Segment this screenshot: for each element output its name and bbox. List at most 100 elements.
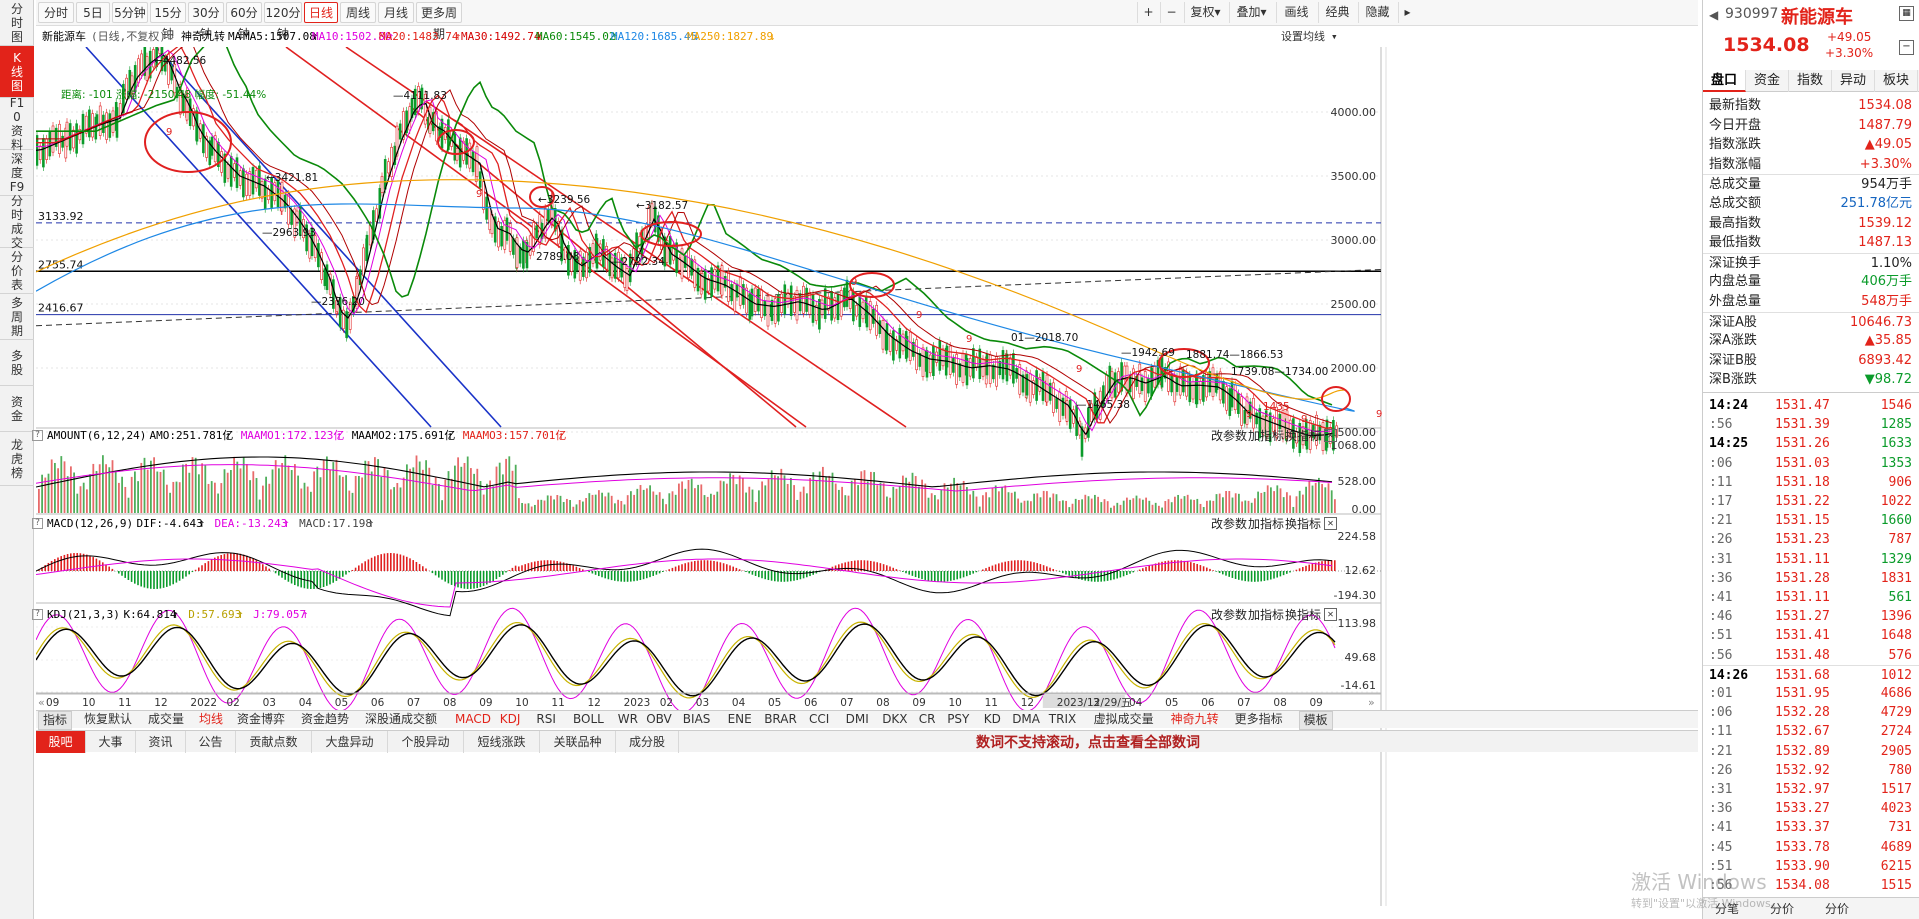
indicator-tab-11[interactable]: WR bbox=[617, 712, 638, 726]
indicator-tab-17[interactable]: DMI bbox=[845, 712, 869, 726]
indicator-tab-18[interactable]: DKX bbox=[882, 712, 908, 726]
period-tab-9[interactable]: 月线 bbox=[378, 2, 414, 23]
toolbar-btn-2[interactable]: 复权▾ bbox=[1184, 2, 1226, 23]
expand-icon[interactable]: ▸ bbox=[1398, 2, 1416, 23]
indicator-tab-12[interactable]: OBV bbox=[646, 712, 672, 726]
toolbar-btn-3[interactable]: 叠加▾ bbox=[1229, 2, 1273, 23]
scroll-left-icon[interactable]: « bbox=[38, 696, 45, 709]
panel-btn-1[interactable]: 加指标 bbox=[1248, 608, 1285, 622]
indicator-name[interactable]: 神奇九转 bbox=[181, 30, 225, 43]
quote-tab-3[interactable]: 异动 bbox=[1832, 70, 1875, 92]
nav-3[interactable]: 深度F9 bbox=[0, 150, 34, 196]
toolbar-btn-4[interactable]: 画线 bbox=[1276, 2, 1316, 23]
period-tab-6[interactable]: 120分钟 bbox=[264, 2, 302, 41]
indicator-tab-2[interactable]: 成交量 bbox=[148, 712, 185, 726]
help-icon[interactable]: ? bbox=[32, 609, 43, 620]
left-arrow-icon[interactable]: ◀ bbox=[1709, 8, 1719, 22]
bottom-tab-2[interactable]: 资讯 bbox=[136, 731, 186, 753]
panel-btn-2[interactable]: 换指标 bbox=[1285, 429, 1322, 443]
period-tab-2[interactable]: 5分钟 bbox=[112, 2, 148, 23]
indicator-tab-25[interactable]: 神奇九转 bbox=[1170, 712, 1219, 726]
quote-tab-0[interactable]: 盘口 bbox=[1703, 70, 1746, 92]
close-icon[interactable]: ✕ bbox=[1324, 429, 1337, 442]
indicator-tab-1[interactable]: 恢复默认 bbox=[84, 712, 133, 726]
grid-icon[interactable]: ▦ bbox=[1899, 6, 1914, 21]
panel-btn-1[interactable]: 加指标 bbox=[1248, 517, 1285, 531]
nav-0[interactable]: 分时图 bbox=[0, 0, 34, 46]
period-tab-4[interactable]: 30分钟 bbox=[188, 2, 224, 41]
help-icon[interactable]: ? bbox=[32, 518, 43, 529]
nav-6[interactable]: 多周期 bbox=[0, 294, 34, 340]
toolbar-btn-5[interactable]: 经典 bbox=[1318, 2, 1356, 23]
bottom-tab-8[interactable]: 关联品种 bbox=[540, 731, 616, 753]
indicator-tab-26[interactable]: 更多指标 bbox=[1234, 712, 1283, 726]
quote-tab-4[interactable]: 板块 bbox=[1875, 70, 1918, 92]
panel-btn-2[interactable]: 换指标 bbox=[1285, 608, 1322, 622]
bottom-tab-4[interactable]: 贡献点数 bbox=[236, 731, 312, 753]
bottom-tab-0[interactable]: 股吧 bbox=[36, 731, 86, 753]
period-tab-10[interactable]: 更多周期 bbox=[416, 2, 462, 41]
indicator-tab-6[interactable]: 深股通成交额 bbox=[365, 712, 438, 726]
toolbar-btn-1[interactable]: − bbox=[1160, 2, 1182, 23]
nav-7[interactable]: 多股 bbox=[0, 340, 34, 386]
bottom-tab-1[interactable]: 大事 bbox=[86, 731, 136, 753]
scroll-right-icon[interactable]: » bbox=[1368, 696, 1375, 709]
indicator-tab-21[interactable]: KD bbox=[983, 712, 1001, 726]
indicator-tab-3[interactable]: 均线 bbox=[199, 712, 224, 726]
bottom-tab-3[interactable]: 公告 bbox=[186, 731, 236, 753]
indicator-tab-9[interactable]: RSI bbox=[536, 712, 556, 726]
panel-btn-2[interactable]: 换指标 bbox=[1285, 517, 1322, 531]
indicator-tab-5[interactable]: 资金趋势 bbox=[301, 712, 350, 726]
kline-chart[interactable]: 4000.00 3500.00 3000.00 2500.00 2000.00 1500.… bbox=[36, 47, 1698, 906]
close-icon[interactable]: ✕ bbox=[1324, 608, 1337, 621]
indicator-tab-16[interactable]: CCI bbox=[809, 712, 830, 726]
indicator-tab-19[interactable]: CR bbox=[918, 712, 936, 726]
news-ticker[interactable]: 数词不支持滚动，点击查看全部数词 bbox=[976, 735, 1200, 751]
nav-9[interactable]: 龙虎榜 bbox=[0, 432, 34, 486]
nav-2[interactable]: F10资料 bbox=[0, 96, 34, 152]
nav-8[interactable]: 资金 bbox=[0, 386, 34, 432]
bottom-tab-9[interactable]: 成分股 bbox=[616, 731, 679, 753]
quote-tab-1[interactable]: 资金 bbox=[1746, 70, 1789, 92]
nav-1[interactable]: K线图 bbox=[0, 46, 34, 98]
tick-tab-1[interactable]: 分价 bbox=[1770, 902, 1795, 916]
indicator-tab-20[interactable]: PSY bbox=[947, 712, 970, 726]
set-ma-button[interactable]: 设置均线 bbox=[1281, 30, 1325, 43]
tick-tab-2[interactable]: 分价 bbox=[1825, 902, 1850, 916]
period-tab-1[interactable]: 5日 bbox=[76, 2, 110, 23]
help-icon[interactable]: ? bbox=[32, 430, 43, 441]
panel-btn-1[interactable]: 加指标 bbox=[1248, 429, 1285, 443]
bottom-tab-7[interactable]: 短线涨跌 bbox=[464, 731, 540, 753]
indicator-tab-24[interactable]: 虚拟成交量 bbox=[1093, 712, 1154, 726]
panel-btn-0[interactable]: 改参数 bbox=[1211, 608, 1248, 622]
toolbar-btn-0[interactable]: + bbox=[1137, 2, 1159, 23]
bottom-tab-5[interactable]: 大盘异动 bbox=[312, 731, 388, 753]
panel-btn-0[interactable]: 改参数 bbox=[1211, 429, 1248, 443]
indicator-tab-15[interactable]: BRAR bbox=[764, 712, 797, 726]
collapse-icon[interactable]: − bbox=[1899, 40, 1914, 55]
quote-tab-2[interactable]: 指数 bbox=[1789, 70, 1832, 92]
indicator-tab-23[interactable]: TRIX bbox=[1048, 712, 1077, 726]
gear-icon[interactable]: ⚙ bbox=[167, 30, 174, 43]
indicator-tab-22[interactable]: DMA bbox=[1012, 712, 1040, 726]
indicator-tab-7[interactable]: MACD bbox=[455, 712, 491, 726]
period-tab-3[interactable]: 15分钟 bbox=[150, 2, 186, 41]
indicator-tab-10[interactable]: BOLL bbox=[573, 712, 604, 726]
indicator-tab-27[interactable]: 模板 bbox=[1298, 711, 1333, 730]
period-tab-8[interactable]: 周线 bbox=[340, 2, 376, 23]
nav-5[interactable]: 分价表 bbox=[0, 248, 34, 294]
period-tab-5[interactable]: 60分钟 bbox=[226, 2, 262, 41]
panel-btn-0[interactable]: 改参数 bbox=[1211, 517, 1248, 531]
tick-tab-0[interactable]: 分笔 bbox=[1715, 902, 1740, 916]
indicator-tab-14[interactable]: ENE bbox=[727, 712, 752, 726]
nav-4[interactable]: 分时成交 bbox=[0, 194, 34, 250]
period-tab-7[interactable]: 日线 bbox=[304, 2, 338, 23]
toolbar-btn-6[interactable]: 隐藏 bbox=[1358, 2, 1396, 23]
indicator-tab-0[interactable]: 指标 bbox=[38, 711, 73, 730]
indicator-tab-8[interactable]: KDJ bbox=[499, 712, 521, 726]
indicator-tab-4[interactable]: 资金博弈 bbox=[237, 712, 286, 726]
close-icon[interactable]: ✕ bbox=[1324, 517, 1337, 530]
indicator-tab-13[interactable]: BIAS bbox=[682, 712, 711, 726]
bottom-tab-6[interactable]: 个股异动 bbox=[388, 731, 464, 753]
period-tab-0[interactable]: 分时 bbox=[38, 2, 74, 23]
